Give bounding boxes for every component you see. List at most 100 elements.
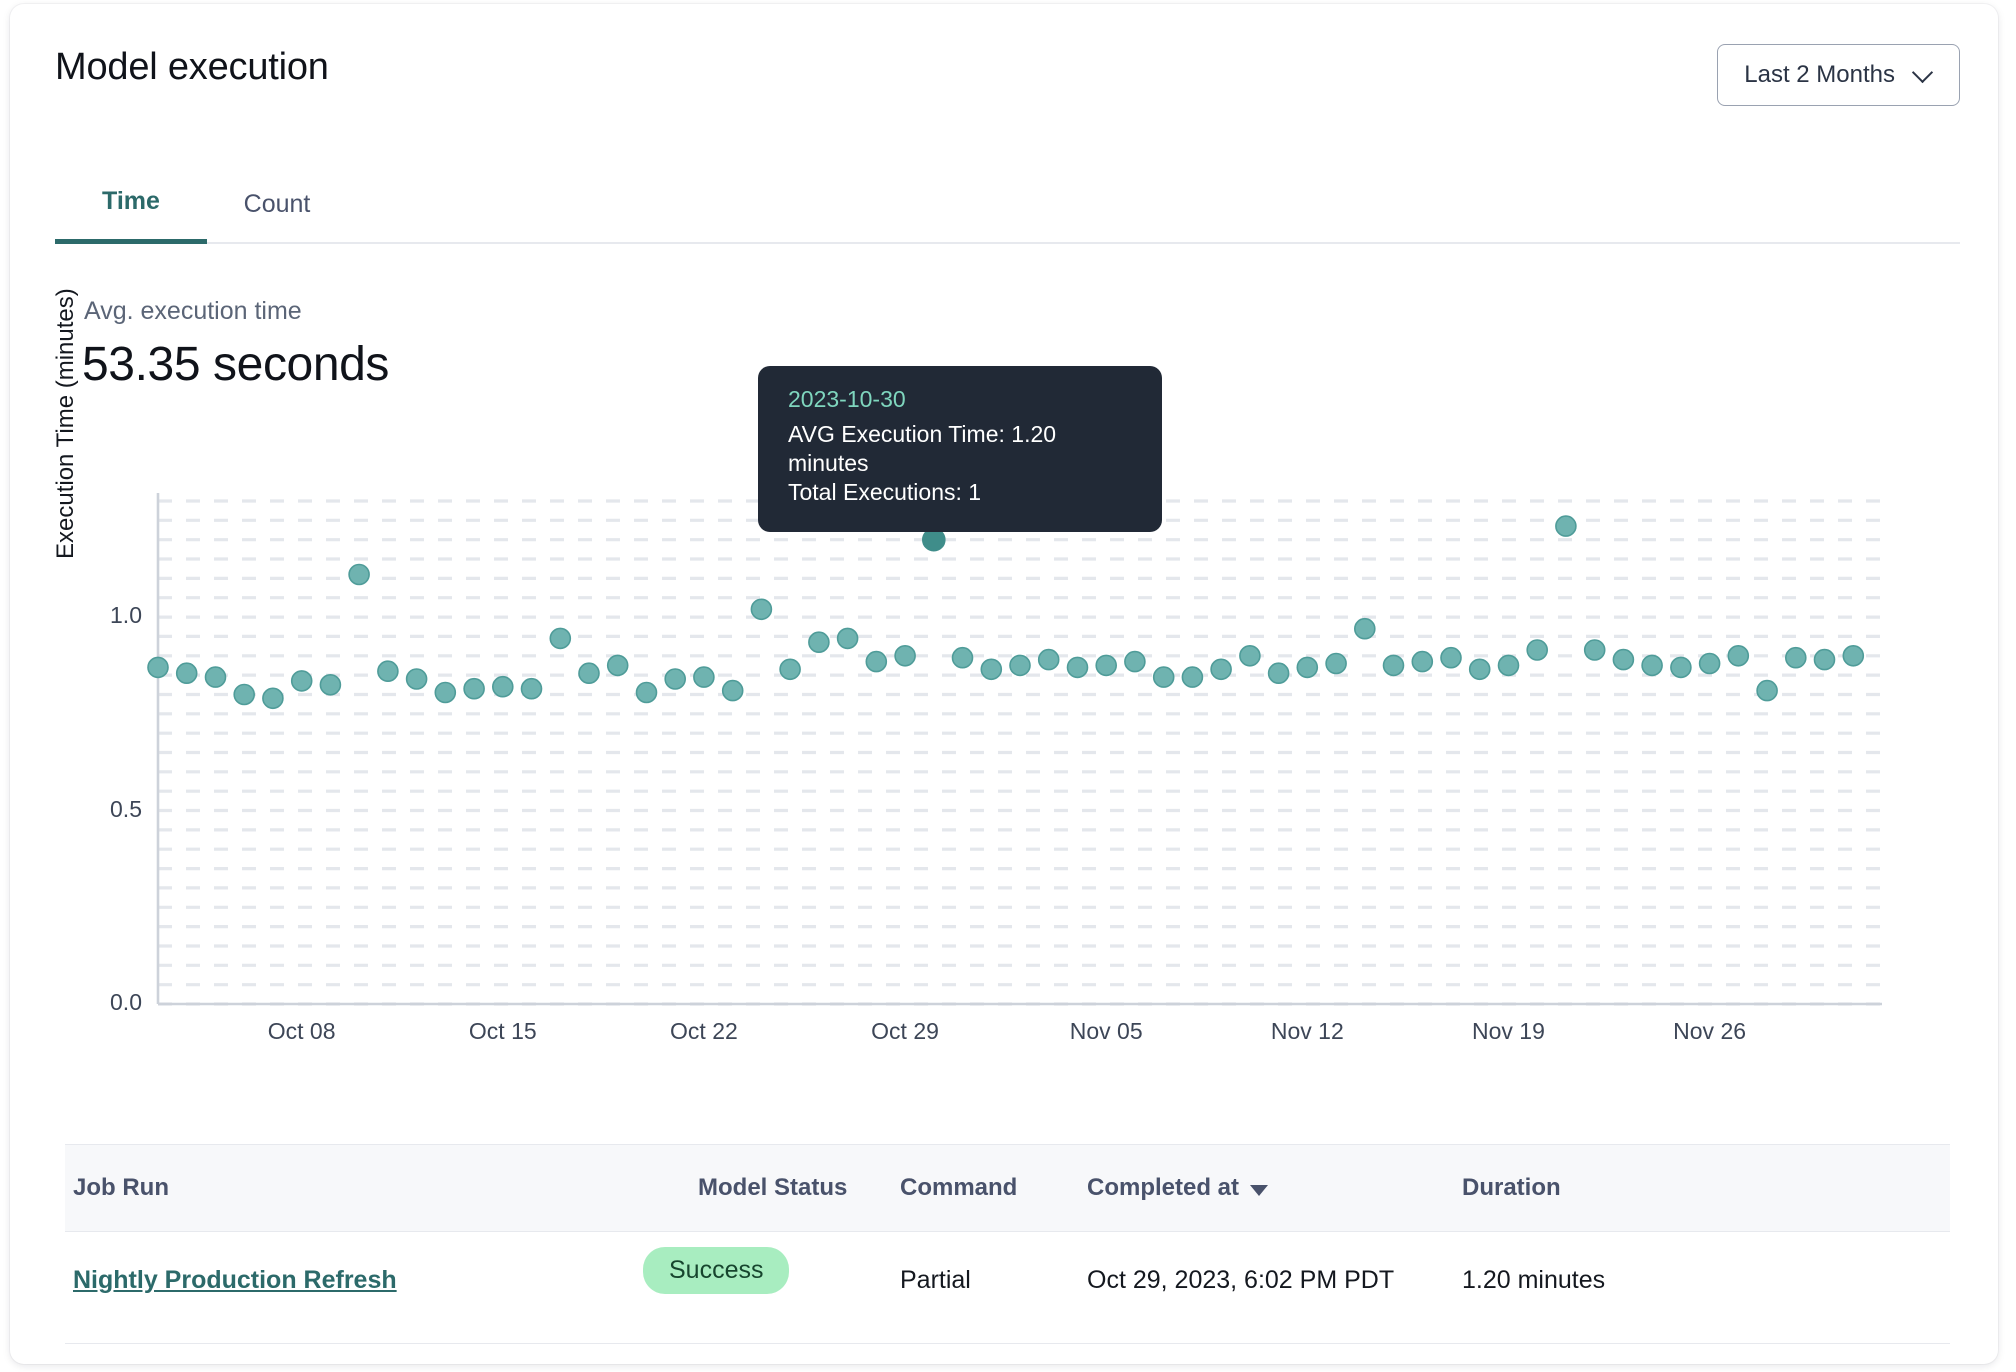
scatter-point[interactable] xyxy=(1152,666,1175,688)
status-badge: Success xyxy=(643,1247,790,1294)
scatter-point[interactable] xyxy=(1670,656,1692,679)
tab-time[interactable]: Time xyxy=(55,164,207,244)
scatter-point[interactable] xyxy=(894,644,916,667)
scatter-point[interactable] xyxy=(204,666,227,688)
tab-bar: Time Count xyxy=(55,164,1960,244)
scatter-point[interactable] xyxy=(635,681,658,704)
scatter-point[interactable] xyxy=(348,563,370,586)
x-axis-tick-label: Oct 29 xyxy=(871,1018,939,1044)
scatter-point[interactable] xyxy=(980,658,1003,681)
y-axis-tick-label: 0.5 xyxy=(110,795,142,822)
scatter-point[interactable] xyxy=(779,658,801,681)
scatter-point[interactable] xyxy=(1756,679,1778,702)
table-row[interactable]: Nightly Production Refresh Partial Oct 2… xyxy=(65,1232,1950,1344)
scatter-point[interactable] xyxy=(262,687,284,710)
scatter-point[interactable] xyxy=(520,677,543,700)
x-axis-tick-label: Nov 26 xyxy=(1673,1018,1747,1044)
scatter-point[interactable] xyxy=(1612,648,1635,671)
scatter-point[interactable] xyxy=(1555,515,1577,537)
column-header-command[interactable]: Command xyxy=(900,1174,1017,1202)
scatter-point[interactable] xyxy=(1037,648,1060,671)
x-axis-tick-label: Nov 05 xyxy=(1069,1018,1143,1044)
scatter-point[interactable] xyxy=(1296,656,1319,679)
scatter-point[interactable] xyxy=(1239,644,1261,667)
scatter-point[interactable] xyxy=(491,675,514,698)
scatter-point[interactable] xyxy=(693,666,715,688)
scatter-point[interactable] xyxy=(836,627,859,650)
scatter-point[interactable] xyxy=(1382,654,1405,677)
job-runs-table: Job Run Model Status Command Completed a… xyxy=(65,1144,1950,1344)
table-header-row: Job Run Model Status Command Completed a… xyxy=(65,1144,1950,1232)
scatter-point[interactable] xyxy=(1267,662,1290,685)
cell-completed-at: Oct 29, 2023, 6:02 PM PDT xyxy=(1087,1266,1395,1294)
scatter-point[interactable] xyxy=(1785,646,1807,669)
column-header-model-status-label: Model Status xyxy=(698,1174,848,1201)
scatter-point[interactable] xyxy=(1641,654,1663,677)
scatter-point[interactable] xyxy=(1066,656,1089,679)
scatter-point[interactable] xyxy=(1727,644,1750,667)
job-run-link[interactable]: Nightly Production Refresh xyxy=(73,1266,397,1294)
scatter-point[interactable] xyxy=(1497,654,1520,677)
x-axis-tick-label: Nov 19 xyxy=(1472,1018,1545,1044)
scatter-point[interactable] xyxy=(1813,648,1836,671)
scatter-point[interactable] xyxy=(319,673,342,696)
scatter-point[interactable] xyxy=(865,650,888,673)
scatter-point[interactable] xyxy=(147,656,169,679)
x-axis-tick-label: Oct 15 xyxy=(468,1018,537,1044)
column-header-job-run-label: Job Run xyxy=(73,1174,169,1201)
scatter-point[interactable] xyxy=(1698,652,1721,675)
date-range-label: Last 2 Months xyxy=(1744,61,1895,88)
scatter-point[interactable] xyxy=(377,660,399,683)
cell-duration: 1.20 minutes xyxy=(1462,1266,1606,1294)
scatter-point[interactable] xyxy=(1181,666,1204,688)
scatter-point[interactable] xyxy=(175,662,198,685)
model-execution-card: Model execution Last 2 Months Time Count… xyxy=(10,4,1998,1364)
x-axis-tick-label: Oct 22 xyxy=(670,1018,738,1044)
column-header-completed-at[interactable]: Completed at xyxy=(1087,1174,1269,1202)
scatter-point[interactable] xyxy=(405,668,428,690)
scatter-point[interactable] xyxy=(290,670,313,692)
scatter-point[interactable] xyxy=(1354,617,1376,640)
scatter-point[interactable] xyxy=(1009,654,1031,677)
scatter-point[interactable] xyxy=(808,631,830,654)
date-range-dropdown[interactable]: Last 2 Months xyxy=(1717,44,1960,106)
chart-svg xyxy=(147,493,1882,1006)
tab-time-label: Time xyxy=(102,187,160,215)
scatter-point[interactable] xyxy=(1124,650,1146,673)
tooltip-date: 2023-10-30 xyxy=(788,386,906,412)
scatter-point[interactable] xyxy=(1210,658,1232,681)
scatter-point[interactable] xyxy=(1440,646,1462,669)
x-axis-tick-label: Oct 08 xyxy=(267,1018,336,1044)
y-axis-tick-label: 1.0 xyxy=(110,602,142,629)
tab-count[interactable]: Count xyxy=(207,164,347,244)
avg-execution-time-label: Avg. execution time xyxy=(84,297,302,325)
scatter-point[interactable] xyxy=(664,668,687,690)
column-header-duration[interactable]: Duration xyxy=(1462,1174,1561,1202)
avg-execution-time-value: 53.35 seconds xyxy=(82,338,390,391)
scatter-point[interactable] xyxy=(1526,639,1548,661)
scatter-point[interactable] xyxy=(721,679,744,702)
column-header-model-status[interactable]: Model Status xyxy=(698,1174,847,1202)
scatter-point[interactable] xyxy=(233,683,255,706)
scatter-point[interactable] xyxy=(549,627,572,650)
cell-command: Partial xyxy=(900,1266,971,1294)
scatter-point[interactable] xyxy=(1842,644,1865,667)
column-header-completed-at-label: Completed at xyxy=(1087,1174,1240,1201)
scatter-point[interactable] xyxy=(951,646,974,669)
scatter-point[interactable] xyxy=(750,598,773,621)
scatter-point[interactable] xyxy=(921,527,946,552)
scatter-point[interactable] xyxy=(1468,658,1491,681)
scatter-point[interactable] xyxy=(606,654,629,677)
x-axis-tick-label: Nov 12 xyxy=(1270,1018,1344,1044)
scatter-point[interactable] xyxy=(1583,639,1606,661)
column-header-job-run[interactable]: Job Run xyxy=(73,1174,169,1202)
scatter-point[interactable] xyxy=(463,677,485,700)
scatter-point[interactable] xyxy=(1325,652,1347,675)
sort-desc-caret-icon[interactable] xyxy=(1250,1184,1269,1196)
page-title: Model execution xyxy=(55,46,329,88)
scatter-point[interactable] xyxy=(578,662,600,685)
scatter-point[interactable] xyxy=(1411,650,1434,673)
scatter-point[interactable] xyxy=(1095,654,1117,677)
tooltip-avg-execution-time: AVG Execution Time: 1.20 minutes xyxy=(788,421,1057,477)
scatter-point[interactable] xyxy=(434,681,457,704)
